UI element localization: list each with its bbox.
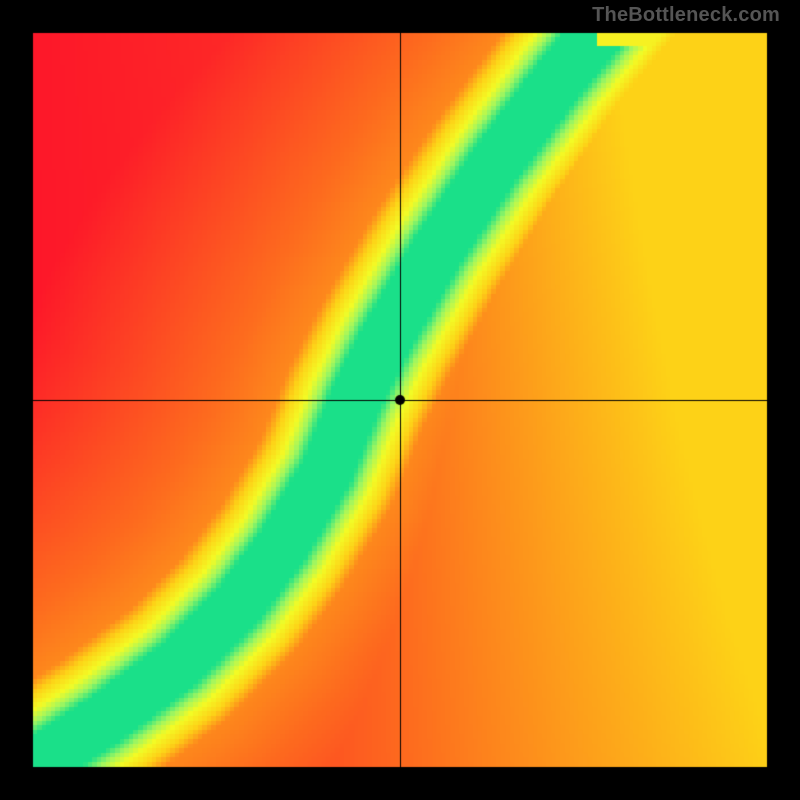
chart-container: TheBottleneck.com xyxy=(0,0,800,800)
watermark-text: TheBottleneck.com xyxy=(592,4,780,27)
bottleneck-heatmap-canvas xyxy=(0,0,800,800)
